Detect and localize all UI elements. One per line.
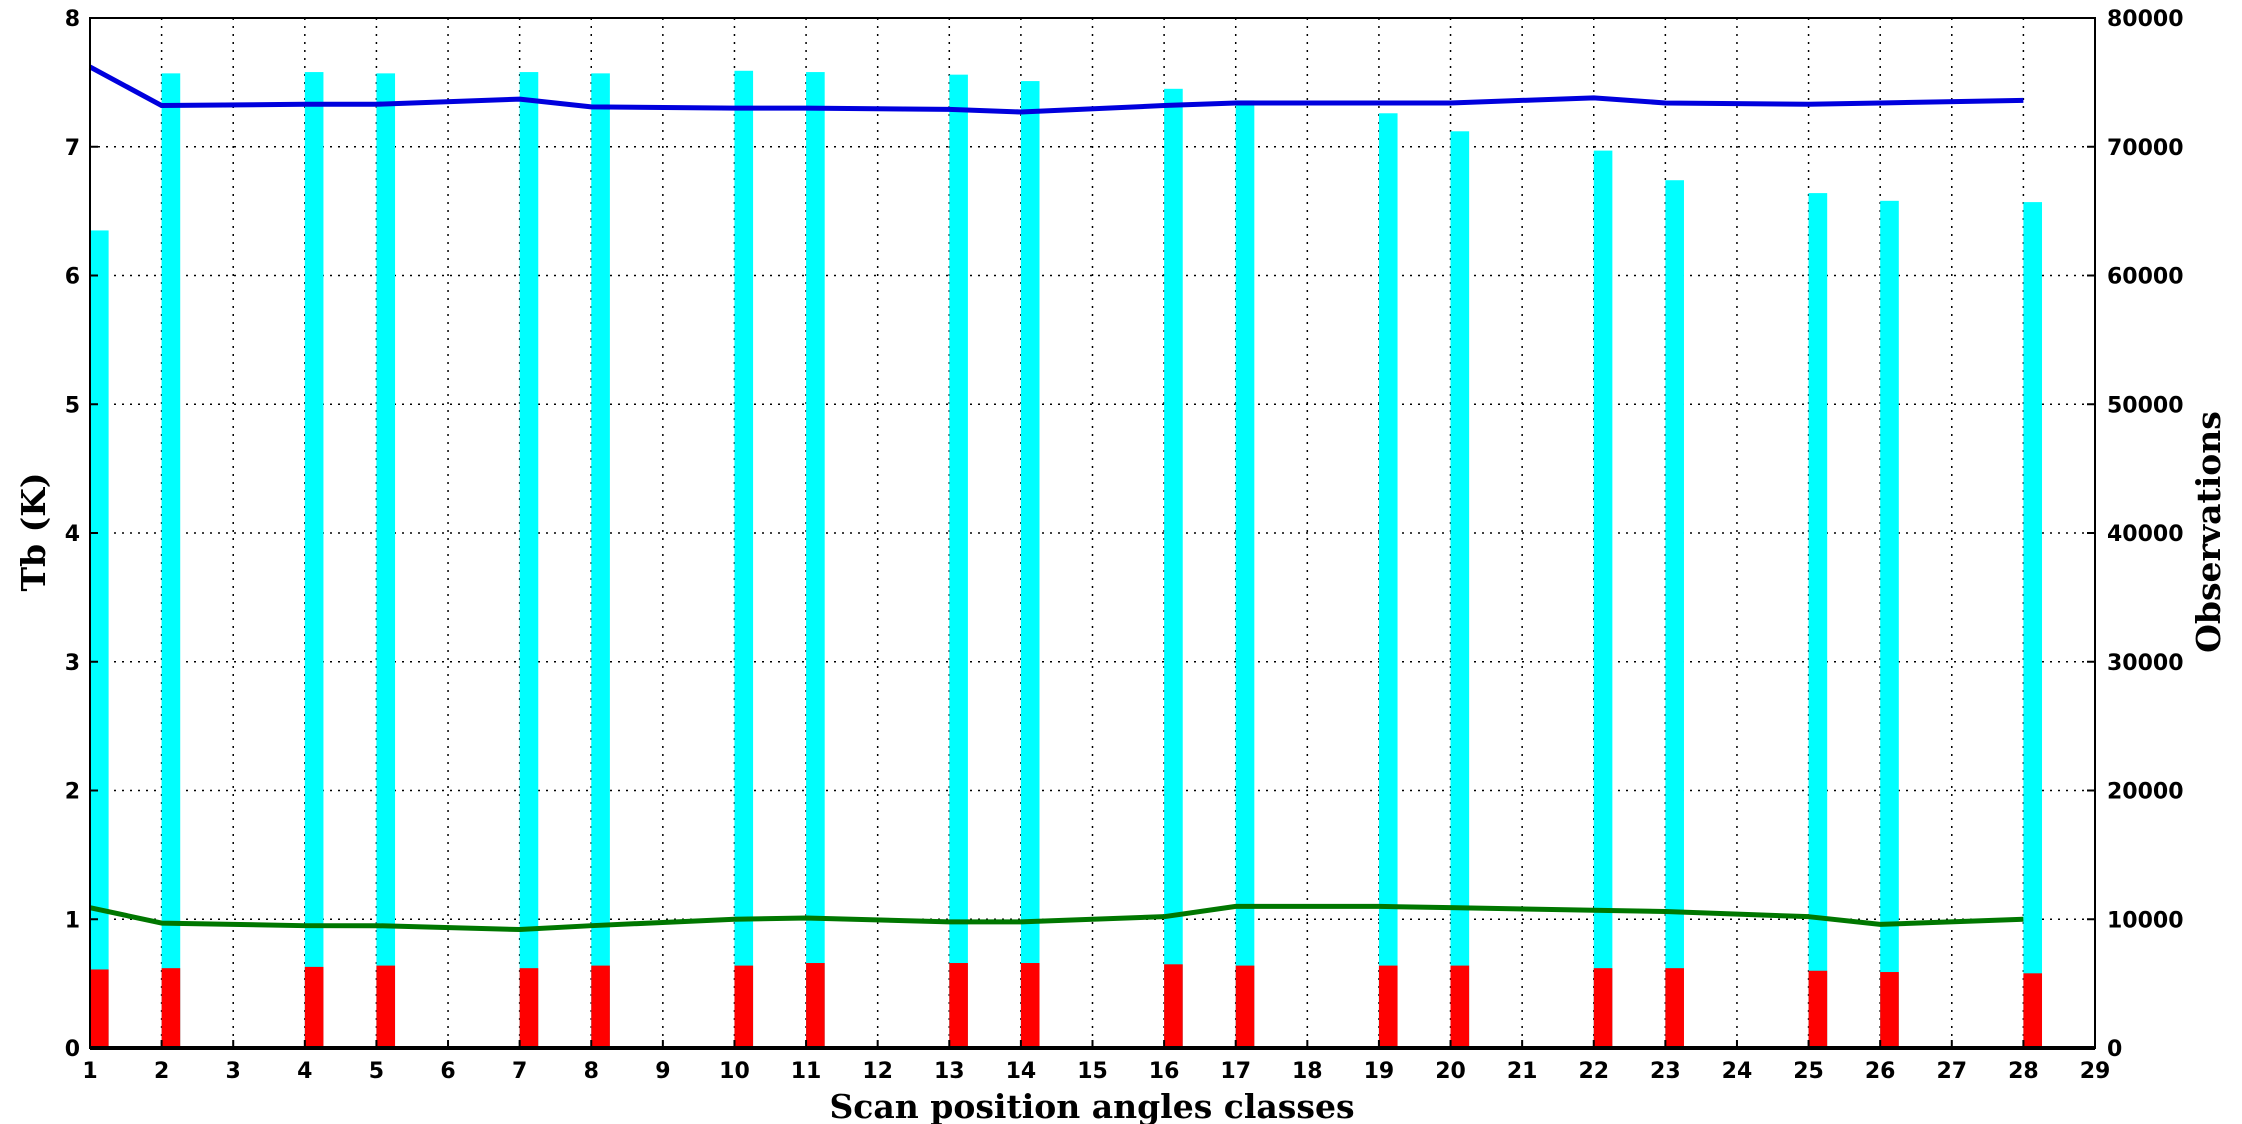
x-tick-label: 26 — [1865, 1059, 1896, 1084]
secondary-observations-bar — [1378, 965, 1398, 1048]
x-tick-label: 28 — [2008, 1059, 2039, 1084]
secondary-observations-bars — [90, 963, 2043, 1048]
y2-tick-labels: 0 10000 20000 30000 40000 50000 60000 70000 8000… — [2107, 7, 2184, 1062]
x-tick-label: 7 — [512, 1059, 527, 1084]
x-tick-label: 9 — [655, 1059, 670, 1084]
observations-bar — [2023, 202, 2043, 1049]
y-tick-label: 2 — [65, 780, 80, 805]
x-tick-label: 5 — [369, 1059, 384, 1084]
plot-frame — [89, 17, 2096, 1050]
y-tick-label: 7 — [65, 136, 80, 161]
secondary-observations-bar — [2023, 973, 2043, 1048]
y-tick-label: 0 — [65, 1037, 80, 1062]
x-tick-label: 2 — [154, 1059, 169, 1084]
x-tick-label: 20 — [1435, 1059, 1466, 1084]
secondary-observations-bar — [1880, 972, 1899, 1048]
observations-bar — [1164, 88, 1183, 1048]
series-lines — [88, 64, 2024, 933]
y2-tick-label: 60000 — [2107, 265, 2184, 290]
observations-bar — [1593, 150, 1613, 1049]
y-axis-title: Tb (K) — [14, 472, 53, 591]
y2-tick-label: 50000 — [2107, 393, 2184, 418]
x-tick-label: 22 — [1578, 1059, 1609, 1084]
secondary-observations-bar — [90, 969, 109, 1048]
secondary-observations-bar — [806, 963, 825, 1048]
x-tick-label: 24 — [1722, 1059, 1753, 1084]
secondary-observations-bar — [1808, 970, 1828, 1048]
secondary-observations-bar — [1020, 963, 1040, 1048]
observations-bar — [376, 73, 396, 1049]
x-tick-label: 3 — [226, 1059, 241, 1084]
secondary-observations-bar — [1164, 964, 1183, 1048]
observations-bar — [806, 72, 825, 1048]
x-tick-label: 23 — [1650, 1059, 1681, 1084]
observations-bar — [1808, 193, 1828, 1049]
y2-tick-label: 70000 — [2107, 136, 2184, 161]
observations-bar — [1880, 200, 1899, 1048]
y2-axis-title: Observations — [2189, 411, 2228, 653]
secondary-observations-bar — [376, 965, 396, 1048]
x-tick-label: 16 — [1149, 1059, 1180, 1084]
secondary-observations-bar — [1235, 965, 1255, 1048]
secondary-observations-bar — [591, 965, 610, 1048]
observations-bar — [519, 72, 539, 1048]
x-tick-label: 19 — [1364, 1059, 1395, 1084]
observations-bar — [304, 72, 324, 1048]
y-tick-label: 6 — [65, 265, 80, 290]
x-tick-label: 21 — [1507, 1059, 1538, 1084]
x-tick-label: 17 — [1220, 1059, 1251, 1084]
x-tick-label: 25 — [1793, 1059, 1824, 1084]
y-tick-label: 8 — [65, 7, 80, 32]
observations-bar — [949, 74, 968, 1048]
secondary-observations-bar — [161, 968, 181, 1048]
observations-bar — [1235, 100, 1255, 1048]
observations-bars — [90, 70, 2043, 1049]
x-tick-label: 11 — [791, 1059, 822, 1084]
x-axis-title: Scan position angles classes — [829, 1087, 1354, 1124]
y-tick-label: 3 — [65, 651, 80, 676]
x-tick-label: 1 — [82, 1059, 97, 1084]
observations-bar — [591, 73, 610, 1049]
y-tick-label: 4 — [65, 522, 80, 547]
series-line-2 — [89, 903, 2024, 933]
secondary-observations-bar — [1593, 968, 1613, 1048]
secondary-observations-bar — [519, 968, 539, 1048]
x-tick-label: 12 — [862, 1059, 893, 1084]
y2-tick-label: 40000 — [2107, 522, 2184, 547]
secondary-observations-bar — [949, 963, 968, 1048]
series-line-1 — [88, 64, 2024, 115]
x-tick-label: 6 — [440, 1059, 455, 1084]
y2-tick-label: 0 — [2107, 1037, 2122, 1062]
secondary-observations-bar — [1450, 965, 1470, 1048]
x-tick-label: 27 — [1936, 1059, 1967, 1084]
y2-tick-label: 30000 — [2107, 651, 2184, 676]
observations-bar — [90, 230, 109, 1048]
x-tick-label: 29 — [2080, 1059, 2111, 1084]
y-tick-labels: 0 1 2 3 4 5 6 7 8 — [65, 7, 80, 1062]
y-tick-label: 1 — [65, 908, 80, 933]
observations-bar — [1378, 113, 1398, 1048]
y-tick-label: 5 — [65, 393, 80, 418]
x-tick-label: 10 — [719, 1059, 750, 1084]
observations-bar — [161, 73, 181, 1049]
observations-bar — [1020, 81, 1040, 1048]
observations-bar — [734, 70, 754, 1049]
x-tick-label: 4 — [297, 1059, 312, 1084]
observations-bar — [1665, 180, 1684, 1049]
x-tick-label: 18 — [1292, 1059, 1323, 1084]
secondary-observations-bar — [304, 966, 324, 1048]
x-tick-label: 13 — [934, 1059, 965, 1084]
y2-tick-label: 20000 — [2107, 780, 2184, 805]
secondary-observations-bar — [1665, 968, 1684, 1048]
x-tick-label: 15 — [1077, 1059, 1108, 1084]
secondary-observations-bar — [734, 965, 754, 1048]
x-tick-labels: 1 2 3 4 5 6 7 8 9 10 11 12 13 14 15 16 17 18 19 20 21 22 23 24 2… — [82, 1059, 2110, 1084]
y2-tick-label: 10000 — [2107, 908, 2184, 933]
x-tick-label: 14 — [1006, 1059, 1037, 1084]
y2-tick-label: 80000 — [2107, 7, 2184, 32]
observations-bar — [1450, 131, 1470, 1049]
x-tick-label: 8 — [584, 1059, 599, 1084]
